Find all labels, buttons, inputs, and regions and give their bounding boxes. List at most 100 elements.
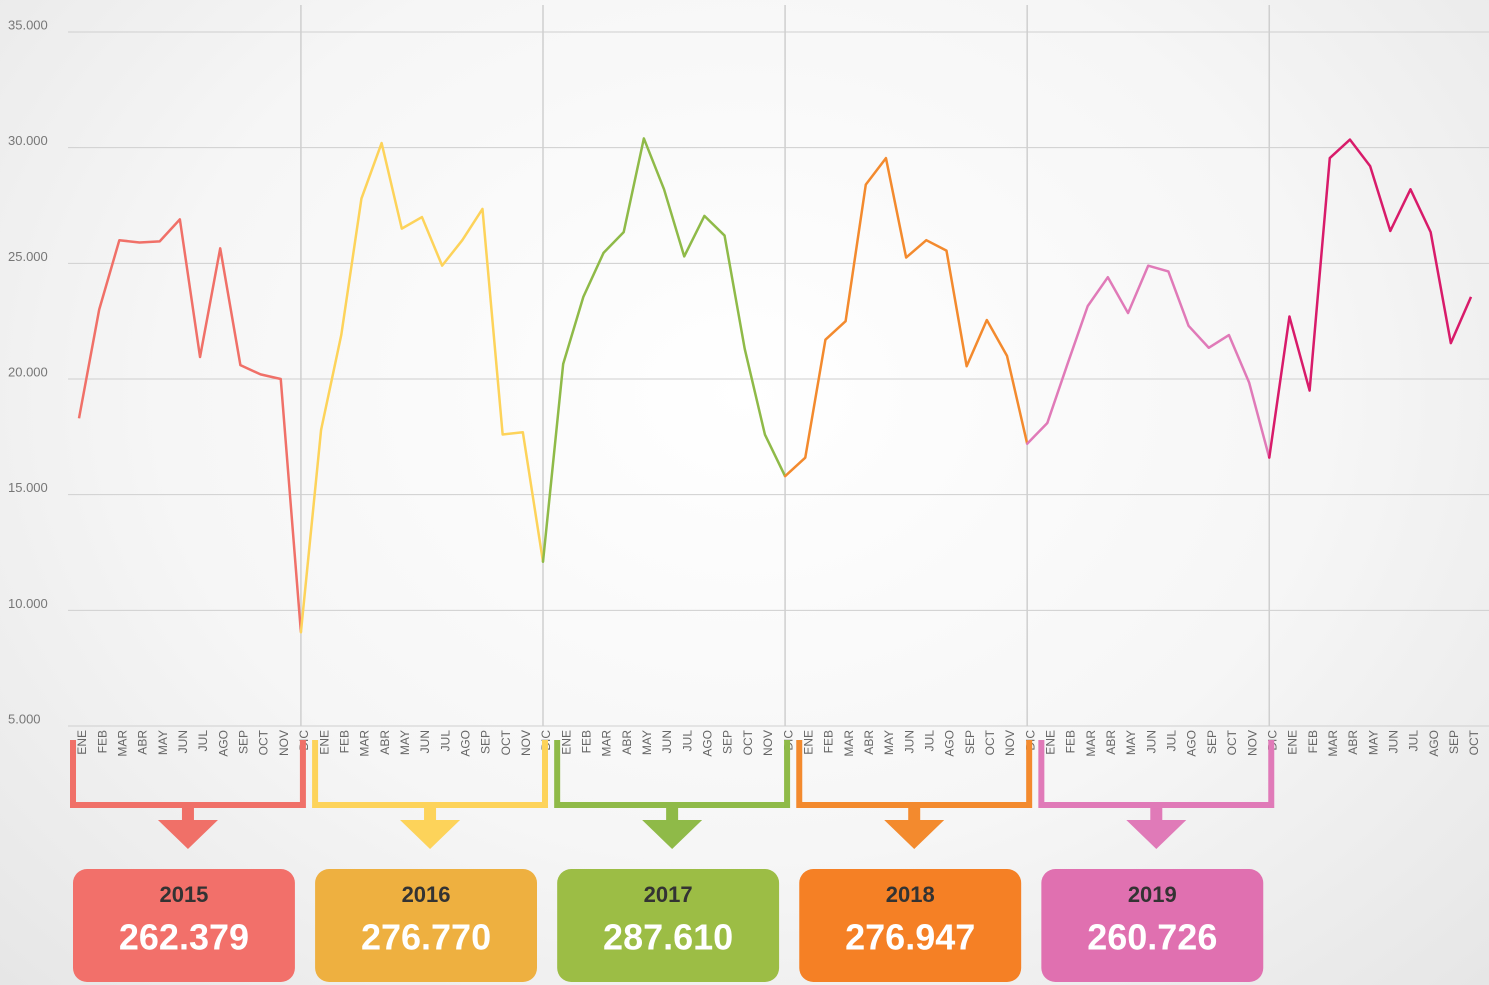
x-tick-label: JUN [418,730,432,753]
year-arrow [400,805,461,849]
x-tick-label: JUL [922,730,936,752]
series-line [1046,264,1271,458]
x-tick-label: AGO [458,730,472,757]
x-tick-label: JUN [176,730,190,753]
x-tick-label: NOV [519,730,533,756]
x-tick-label: AGO [216,730,230,757]
x-tick-label: FEB [95,730,109,753]
year-box [73,869,295,982]
x-tick-label: NOV [1245,730,1259,756]
x-tick-label: MAY [1124,730,1138,755]
x-tick-label: SEP [1447,730,1461,754]
x-tick-label: ENE [1044,730,1058,755]
x-tick-label: MAR [116,730,130,757]
x-tick-label: SEP [237,730,251,754]
x-tick-label: OCT [983,729,997,755]
x-tick-label: JUN [660,730,674,753]
x-tick-label: FEB [1064,730,1078,753]
year-total: 260.726 [1087,917,1217,958]
series-connector [541,362,565,564]
x-tick-label: AGO [1427,730,1441,757]
x-tick-label: ABR [1346,730,1360,755]
year-arrow [884,805,945,849]
x-tick-label: OCT [257,729,271,755]
series-connector [783,456,807,478]
series-connector [299,428,323,634]
x-tick-label: SEP [721,730,735,754]
x-tick-label: MAR [1326,730,1340,757]
x-tick-label: MAR [600,730,614,757]
year-label: 2018 [886,882,935,907]
year-arrow [1126,805,1187,849]
y-tick-label: 25.000 [8,249,48,264]
y-tick-label: 20.000 [8,364,48,379]
x-tick-label: SEP [479,730,493,754]
year-total: 262.379 [119,917,249,958]
series-connector [1025,421,1049,446]
x-tick-label: ENE [317,730,331,755]
year-box [799,869,1022,982]
x-tick-label: ENE [559,730,573,755]
x-tick-label: JUN [902,730,916,753]
x-tick-label: MAY [1366,730,1380,755]
x-tick-label: ABR [136,730,150,755]
x-tick-label: FEB [580,730,594,753]
series-line [1288,138,1473,392]
x-tick-label: MAY [640,730,654,755]
y-tick-label: 35.000 [8,17,48,32]
y-tick-label: 15.000 [8,480,48,495]
series-line [561,137,787,477]
year-arrow [157,805,218,849]
x-tick-label: ABR [378,730,392,755]
x-tick-label: MAR [358,730,372,757]
x-tick-label: NOV [1003,730,1017,756]
x-tick-label: OCT [1467,729,1481,755]
year-label: 2015 [159,882,208,907]
x-tick-label: JUN [1144,730,1158,753]
x-tick-label: ABR [620,730,634,755]
x-tick-label: MAR [842,730,856,757]
x-tick-label: MAY [882,730,896,755]
year-total: 287.610 [603,917,733,958]
x-tick-label: AGO [701,730,715,757]
x-tick-label: FEB [822,730,836,753]
x-tick-label: ABR [862,730,876,755]
y-tick-label: 30.000 [8,133,48,148]
x-tick-label: NOV [761,730,775,756]
x-tick-label: JUL [1407,730,1421,752]
x-tick-label: JUN [1386,730,1400,753]
year-label: 2016 [402,882,451,907]
year-arrow [642,805,703,849]
x-tick-label: MAY [156,730,170,755]
x-tick-label: FEB [337,730,351,753]
year-total: 276.947 [845,917,975,958]
y-tick-label: 5.000 [8,711,41,726]
x-tick-label: ABR [1104,730,1118,755]
series-connector [1268,315,1291,459]
x-tick-label: AGO [943,730,957,757]
series-line [77,218,303,633]
x-tick-label: NOV [277,730,291,756]
x-tick-label: ENE [75,730,89,755]
y-tick-label: 10.000 [8,596,48,611]
x-tick-label: ENE [1286,730,1300,755]
year-box [315,869,537,982]
year-box [1041,869,1264,982]
year-label: 2017 [644,882,693,907]
x-tick-label: AGO [1185,730,1199,757]
x-tick-label: MAY [398,730,412,755]
year-label: 2019 [1128,882,1177,907]
x-tick-label: OCT [741,729,755,755]
x-tick-label: JUL [438,730,452,752]
year-total: 276.770 [361,917,491,958]
x-tick-label: MAR [1084,730,1098,757]
series-line [319,141,545,562]
x-tick-label: JUL [1165,730,1179,752]
year-box [557,869,780,982]
x-tick-label: JUL [196,730,210,752]
x-tick-label: ENE [801,730,815,755]
x-tick-label: OCT [1225,729,1239,755]
series-line [804,156,1029,458]
